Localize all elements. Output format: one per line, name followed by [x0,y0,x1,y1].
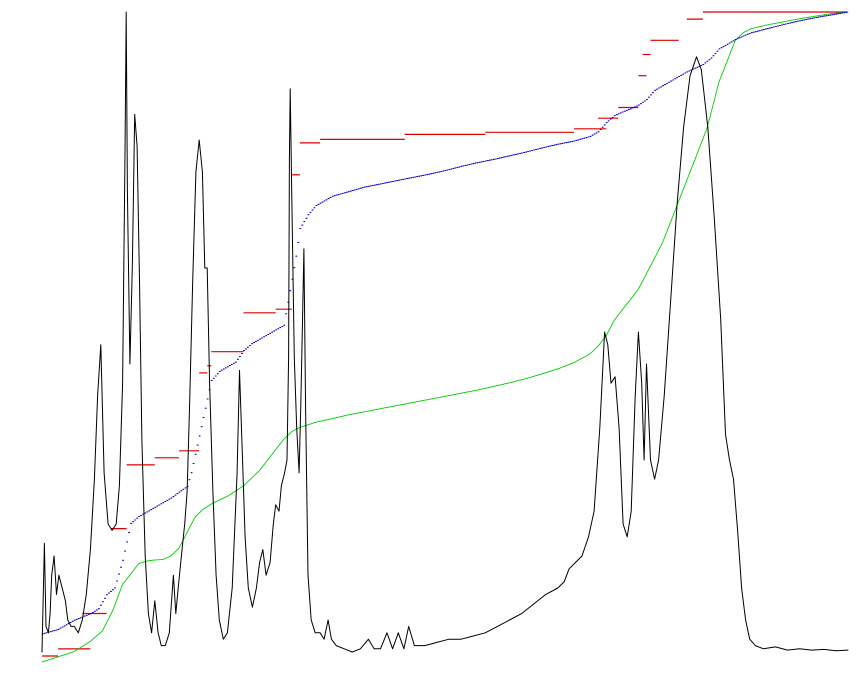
black-spectrum-series [41,11,849,653]
blue-cumulative-line [41,11,848,635]
green-cumulative-line [41,11,849,663]
red-segments-series [42,11,848,657]
green-cumulative-series [41,11,849,663]
spectrum-line [41,11,849,653]
blue-cumulative-series [41,11,848,635]
